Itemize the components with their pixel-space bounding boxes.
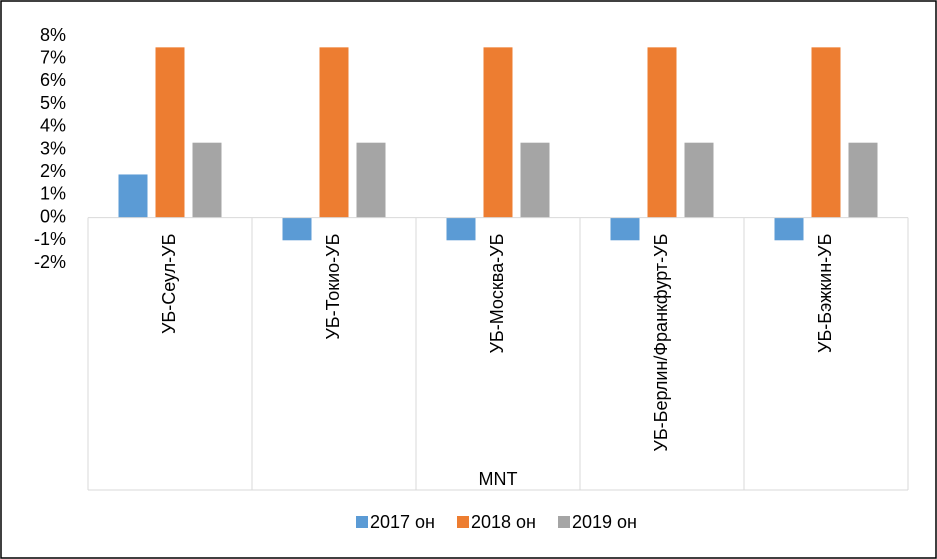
- bar: [282, 217, 312, 241]
- y-tick-label: 1%: [40, 184, 66, 204]
- legend-swatch: [356, 516, 368, 528]
- x-tick-label: УБ-Москва-УБ: [487, 234, 507, 354]
- legend-label: 2018 он: [471, 512, 536, 532]
- y-tick-label: 2%: [40, 161, 66, 181]
- bar: [848, 142, 878, 218]
- x-axis-title: MNT: [479, 469, 518, 489]
- y-tick-label: -1%: [34, 229, 66, 249]
- x-tick-label: УБ-Сеул-УБ: [159, 234, 179, 334]
- x-tick-label: УБ-Берлин/Франкфурт-УБ: [651, 234, 671, 452]
- legend-swatch: [457, 516, 469, 528]
- bar: [446, 217, 476, 241]
- y-tick-label: 4%: [40, 116, 66, 136]
- legend-swatch: [558, 516, 570, 528]
- bar: [192, 142, 222, 218]
- bar: [647, 47, 677, 218]
- bar: [155, 47, 185, 218]
- y-tick-label: -2%: [34, 252, 66, 272]
- y-tick-label: 8%: [40, 25, 66, 45]
- bar: [483, 47, 513, 218]
- legend-label: 2019 он: [572, 512, 637, 532]
- x-tick-label: УБ-Бэжкин-УБ: [815, 234, 835, 353]
- bar: [610, 217, 640, 241]
- bar: [118, 174, 148, 218]
- y-tick-label: 0%: [40, 206, 66, 226]
- bar: [520, 142, 550, 218]
- y-tick-label: 3%: [40, 138, 66, 158]
- legend-label: 2017 он: [370, 512, 435, 532]
- y-tick-label: 5%: [40, 93, 66, 113]
- y-tick-label: 6%: [40, 70, 66, 90]
- x-tick-label: УБ-Токио-УБ: [323, 234, 343, 340]
- bar: [319, 47, 349, 218]
- bar: [811, 47, 841, 218]
- bar: [356, 142, 386, 218]
- bar: [684, 142, 714, 218]
- y-tick-label: 7%: [40, 47, 66, 67]
- bar: [774, 217, 804, 241]
